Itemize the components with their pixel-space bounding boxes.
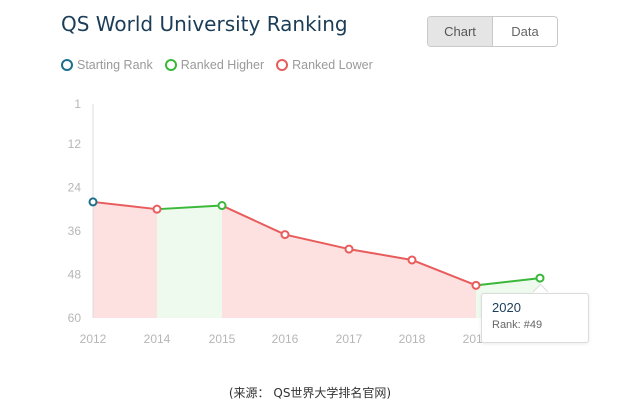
tab-chart[interactable]: Chart [428, 17, 493, 46]
x-tick-label: 2014 [144, 332, 171, 346]
x-tick-label: 2012 [80, 332, 107, 346]
segment-area [157, 205, 222, 318]
y-tick-label: 48 [68, 267, 82, 281]
data-point [217, 201, 227, 211]
x-tick-label: 2016 [272, 332, 299, 346]
legend-item-ranked-lower[interactable]: Ranked Lower [276, 58, 373, 72]
data-tooltip: 2020 Rank: #49 [481, 293, 589, 343]
segment-area [285, 234, 349, 318]
view-toggle: Chart Data [427, 16, 558, 47]
circle-marker-icon [276, 59, 289, 71]
series-line-segment [156, 204, 223, 211]
tooltip-year: 2020 [492, 300, 521, 315]
chart-title: QS World University Ranking [61, 12, 348, 36]
segment-area [93, 201, 157, 318]
data-point [535, 273, 545, 283]
tab-data[interactable]: Data [511, 24, 539, 39]
chart-legend: Starting Rank Ranked Higher Ranked Lower [61, 58, 373, 72]
data-point [280, 230, 290, 240]
legend-label: Ranked Higher [180, 58, 265, 72]
x-tick-label: 2017 [336, 332, 363, 346]
tooltip-rank: Rank: #49 [492, 319, 543, 331]
series-line-segment [92, 200, 158, 211]
data-point [471, 280, 481, 290]
data-point [344, 244, 354, 254]
segment-area [222, 205, 285, 318]
source-note: (来源： QS世界大学排名官网) [228, 386, 392, 400]
series-line-segment [284, 233, 350, 251]
y-tick-label: 12 [68, 137, 82, 151]
series-line-segment [221, 204, 286, 236]
circle-marker-icon [164, 59, 177, 71]
y-tick-label: 24 [68, 180, 82, 194]
segment-area [412, 259, 476, 318]
x-tick-label: 2018 [399, 332, 426, 346]
series-line-segment [475, 277, 541, 287]
y-tick-label: 1 [74, 97, 81, 111]
y-tick-label: 60 [68, 311, 82, 325]
legend-label: Starting Rank [77, 58, 153, 72]
x-tick-label: 2015 [209, 332, 236, 346]
series-line-segment [411, 259, 477, 287]
legend-item-ranked-higher[interactable]: Ranked Higher [164, 58, 265, 72]
data-point [152, 204, 162, 214]
segment-area [349, 249, 412, 318]
circle-marker-icon [61, 59, 73, 71]
y-tick-label: 36 [68, 224, 82, 238]
data-point [88, 197, 98, 207]
series-line-segment [348, 248, 413, 261]
legend-item-starting-rank[interactable]: Starting Rank [61, 58, 153, 72]
data-point [407, 255, 417, 265]
legend-label: Ranked Lower [292, 58, 373, 72]
